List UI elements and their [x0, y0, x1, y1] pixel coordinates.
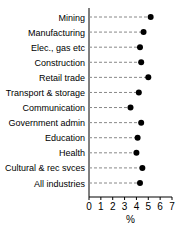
dot	[138, 59, 144, 65]
category-label: Health	[59, 148, 85, 158]
dot	[137, 180, 143, 186]
x-tick-label: 5	[146, 201, 152, 212]
x-tick-label: 3	[122, 201, 128, 212]
x-tick-label: 6	[157, 201, 163, 212]
x-tick-label: 2	[110, 201, 116, 212]
leader-line	[89, 32, 144, 33]
marks	[89, 14, 154, 186]
category-label: Communication	[22, 103, 85, 113]
x-tick	[89, 197, 90, 200]
category-label: All industries	[34, 179, 86, 189]
x-tick-label: 0	[86, 201, 92, 212]
leader-line	[89, 167, 142, 168]
category-label: Education	[45, 133, 85, 143]
leader-line	[89, 17, 151, 18]
x-tick	[172, 197, 173, 200]
dot	[135, 135, 141, 141]
dot	[136, 89, 142, 95]
dot	[139, 165, 145, 171]
leader-line	[89, 183, 140, 184]
dot	[141, 29, 147, 35]
category-label: Mining	[58, 13, 85, 23]
x-axis-label: %	[126, 214, 135, 225]
category-label: Construction	[34, 58, 85, 68]
x-tick	[148, 197, 149, 200]
category-label: Transport & storage	[6, 88, 85, 98]
leader-line	[89, 122, 141, 123]
x-tick-label: 1	[98, 201, 104, 212]
x-tick	[124, 197, 125, 200]
leader-line	[89, 47, 140, 48]
dot	[148, 14, 154, 20]
x-tick	[100, 197, 101, 200]
x-tick	[112, 197, 113, 200]
dot	[138, 120, 144, 126]
dot	[137, 44, 143, 50]
chart-svg: 01234567% Mining Manufacturing Elec., gas e…	[0, 0, 181, 231]
leader-line	[89, 62, 141, 63]
category-label: Retail trade	[39, 73, 85, 83]
dot	[128, 105, 134, 111]
dot	[145, 74, 151, 80]
dot	[133, 150, 139, 156]
x-tick	[160, 197, 161, 200]
category-label: Government admin	[8, 118, 85, 128]
chart-root: 01234567% Mining Manufacturing Elec., gas e…	[0, 0, 181, 231]
category-label: Manufacturing	[28, 28, 85, 38]
leader-line	[89, 92, 139, 93]
category-label: Elec., gas etc	[31, 43, 86, 53]
x-axis-line	[89, 197, 172, 198]
leader-line	[89, 137, 138, 138]
x-tick	[136, 197, 137, 200]
leader-line	[89, 107, 131, 108]
leader-line	[89, 77, 148, 78]
leader-line	[89, 152, 136, 153]
x-tick-label: 7	[169, 201, 175, 212]
category-label: Cultural & rec svces	[5, 163, 86, 173]
y-axis-line	[89, 8, 90, 197]
x-tick-label: 4	[134, 201, 140, 212]
